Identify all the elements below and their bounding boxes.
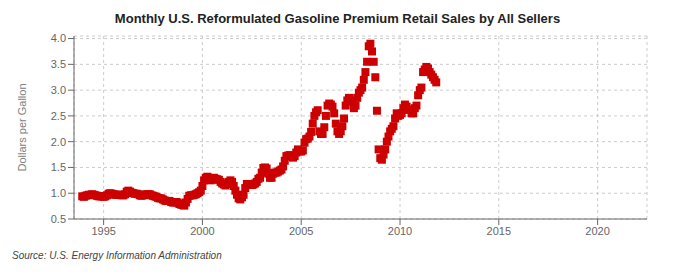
svg-text:2.5: 2.5 bbox=[51, 110, 66, 122]
svg-text:3.5: 3.5 bbox=[51, 58, 66, 70]
html-text:Source: U.S. Energy Informatio: Source: U.S. Energy Information Administ… bbox=[12, 250, 222, 261]
svg-text:2.0: 2.0 bbox=[51, 136, 66, 148]
svg-text:2015: 2015 bbox=[487, 225, 511, 237]
svg-text:1.5: 1.5 bbox=[51, 161, 66, 173]
svg-text:3.0: 3.0 bbox=[51, 84, 66, 96]
svg-text:2005: 2005 bbox=[289, 225, 313, 237]
svg-text:2010: 2010 bbox=[388, 225, 412, 237]
svg-text:2020: 2020 bbox=[585, 225, 609, 237]
svg-text:Dollars per Gallon: Dollars per Gallon bbox=[16, 83, 28, 171]
svg-text:2000: 2000 bbox=[190, 225, 214, 237]
svg-text:4.0: 4.0 bbox=[51, 32, 66, 44]
html-text:Monthly U.S. Reformulated Gaso: Monthly U.S. Reformulated Gasoline Premi… bbox=[114, 11, 561, 26]
svg-text:0.5: 0.5 bbox=[51, 213, 66, 225]
svg-text:1995: 1995 bbox=[91, 225, 115, 237]
svg-text:1.0: 1.0 bbox=[51, 187, 66, 199]
